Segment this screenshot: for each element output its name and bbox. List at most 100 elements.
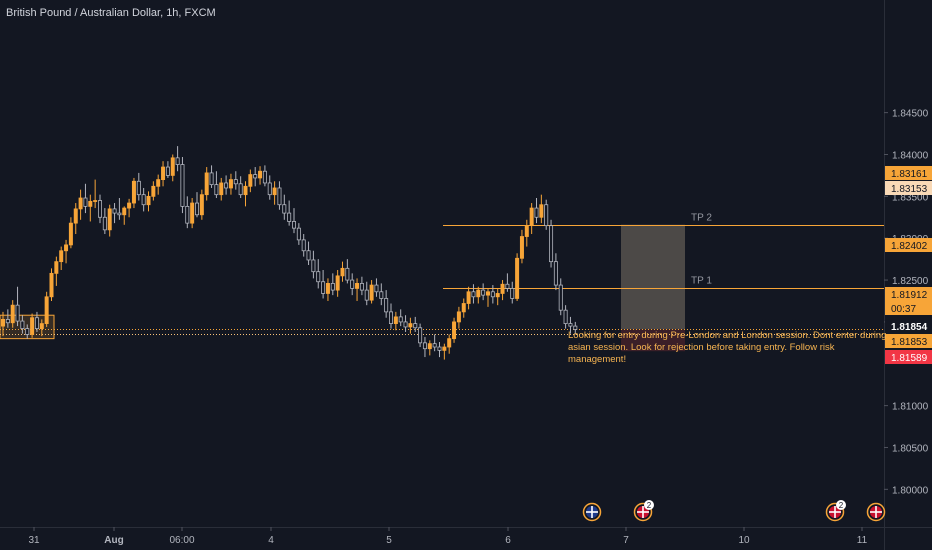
candle-body xyxy=(228,179,233,189)
candle xyxy=(364,281,369,306)
target-zone xyxy=(621,224,685,330)
candle xyxy=(68,217,73,249)
candle-body xyxy=(199,194,204,216)
candle-body xyxy=(369,284,374,301)
tp-label: TP 1 xyxy=(691,276,712,287)
candle-body xyxy=(393,316,398,324)
candle xyxy=(476,286,481,304)
price-tag-bg xyxy=(885,166,932,180)
candle-body xyxy=(83,197,88,207)
candle xyxy=(466,286,471,310)
candle xyxy=(44,291,49,327)
event-marker: 2 xyxy=(825,500,846,522)
candle-body xyxy=(519,236,524,259)
candle xyxy=(287,200,292,226)
event-marker: 2 xyxy=(633,500,654,522)
candle xyxy=(311,250,316,279)
candle-body xyxy=(185,205,190,224)
candle-body xyxy=(253,174,258,179)
candle xyxy=(156,174,161,195)
candle-body xyxy=(10,304,15,324)
candle xyxy=(112,203,117,224)
price-tag-bg xyxy=(885,350,932,364)
candle-body xyxy=(170,157,175,176)
candle-body xyxy=(98,200,103,218)
candle-body xyxy=(403,321,408,328)
price-tag-text: 1.81589 xyxy=(891,353,928,364)
candle-body xyxy=(485,291,490,296)
candle-body xyxy=(151,185,156,197)
candle-body xyxy=(432,343,437,348)
candle xyxy=(146,191,151,212)
price-tag-bg xyxy=(885,319,932,333)
candle-body xyxy=(64,244,69,252)
x-tick-label: 31 xyxy=(28,535,40,546)
candle-body xyxy=(544,204,549,227)
candle xyxy=(355,278,360,301)
horizontal-levels[interactable]: TP 2 TP 1 xyxy=(0,213,884,335)
candle xyxy=(122,206,127,225)
candle-body xyxy=(54,261,59,274)
candle xyxy=(481,283,486,301)
candle xyxy=(88,194,93,222)
candle-body xyxy=(112,208,117,214)
candle-body xyxy=(549,225,554,263)
candle-body xyxy=(131,180,136,204)
candle-body xyxy=(388,311,393,324)
candle-body xyxy=(204,172,209,196)
candle xyxy=(544,199,549,230)
candle xyxy=(151,181,156,201)
candle-body xyxy=(296,227,301,241)
candle xyxy=(161,161,166,187)
candle xyxy=(306,241,311,265)
candle-body xyxy=(243,185,248,196)
candle-body xyxy=(427,343,432,350)
candle-body xyxy=(214,184,219,196)
candle xyxy=(422,336,427,358)
candle-body xyxy=(364,289,369,301)
candle xyxy=(253,167,258,187)
candle xyxy=(141,187,146,212)
event-count: 2 xyxy=(647,501,652,510)
price-tag-text: 1.83153 xyxy=(891,184,928,195)
candle-body xyxy=(0,318,6,327)
candle-body xyxy=(413,323,418,329)
candle xyxy=(199,189,204,220)
candle-body xyxy=(355,283,360,289)
candle xyxy=(219,177,224,201)
candle-body xyxy=(408,323,413,328)
candle xyxy=(442,343,447,360)
candle-body xyxy=(398,316,403,323)
candle-body xyxy=(321,281,326,294)
candle xyxy=(461,298,466,318)
candle xyxy=(165,161,170,178)
candle-body xyxy=(500,283,505,294)
candle xyxy=(369,280,374,304)
candle-body xyxy=(49,272,54,298)
candle xyxy=(131,177,136,209)
candle xyxy=(301,234,306,257)
y-tick-label: 1.83500 xyxy=(892,192,929,203)
candle xyxy=(0,311,6,337)
y-tick-label: 1.84000 xyxy=(892,150,929,161)
candle xyxy=(393,311,398,331)
price-tag-text: 1.81854 xyxy=(891,322,928,333)
candle-body xyxy=(452,321,457,340)
candle-body xyxy=(194,202,199,216)
candle-body xyxy=(539,204,544,218)
price-tag: 1.83153 xyxy=(885,181,932,195)
candle xyxy=(388,303,393,329)
candle-body xyxy=(558,284,563,311)
candle xyxy=(524,219,529,247)
candle-body xyxy=(39,323,44,330)
candle-body xyxy=(102,216,107,231)
candle-body xyxy=(437,346,442,351)
candle xyxy=(330,273,335,296)
time-axis[interactable]: 31 Aug 06:00 4 5 6 7 10 11 xyxy=(28,527,868,546)
candle-body xyxy=(34,317,39,330)
price-tag: 1.81853 xyxy=(885,334,932,348)
candle xyxy=(495,288,500,306)
